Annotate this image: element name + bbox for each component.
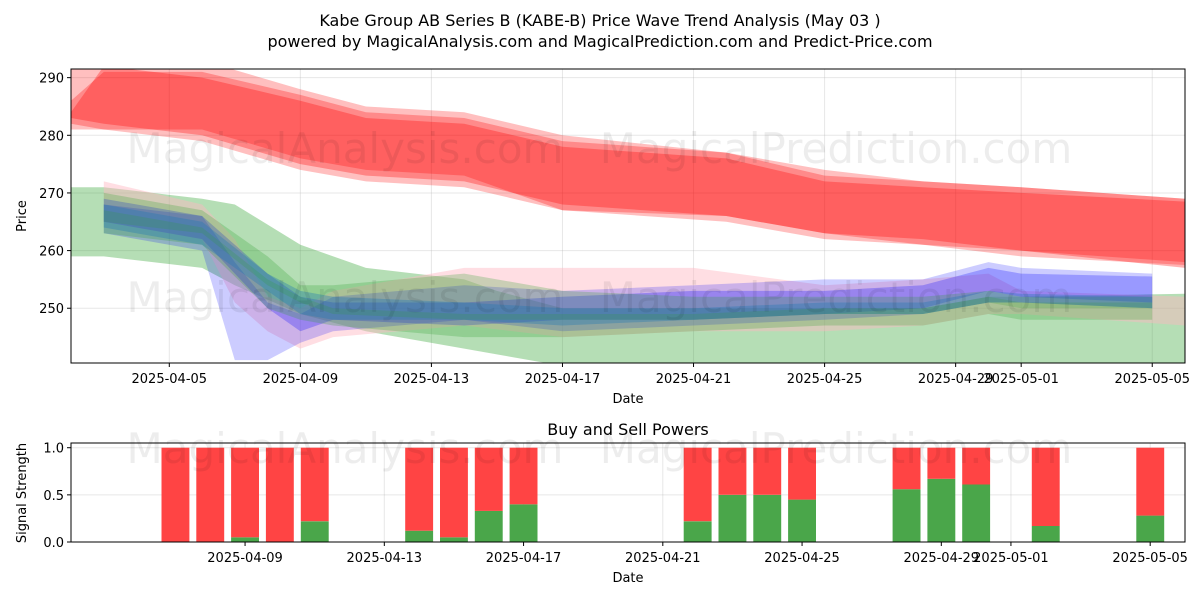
signal-x-tick-label: 2025-05-05 (1112, 551, 1188, 566)
price-y-axis-label: Price (15, 200, 30, 232)
signal-x-tick-label: 2025-04-29 (904, 551, 980, 566)
signal-panel: Buy and Sell Powers MagicalAnalysis.com … (15, 420, 1188, 586)
signal-y-tick-label: 0.0 (43, 536, 64, 551)
price-x-tick-label: 2025-05-01 (983, 372, 1059, 387)
chart-title: Kabe Group AB Series B (KABE-B) Price Wa… (319, 11, 880, 30)
buy-bar (927, 478, 956, 542)
signal-x-tick-label: 2025-04-09 (207, 551, 283, 566)
chart-subtitle: powered by MagicalAnalysis.com and Magic… (267, 32, 932, 51)
price-x-tick-label: 2025-04-21 (656, 372, 732, 387)
signal-x-tick-label: 2025-04-21 (625, 551, 701, 566)
signal-x-axis-label: Date (612, 571, 643, 586)
signal-y-tick-label: 1.0 (43, 442, 64, 457)
price-y-ticks: 250 260 270 280 290 (39, 72, 71, 317)
buy-bar (1136, 515, 1165, 542)
price-band-3 (71, 187, 1185, 363)
sell-bar (683, 447, 712, 522)
price-x-tick-label: 2025-04-25 (787, 372, 863, 387)
sell-bar (718, 447, 747, 495)
sell-bar (231, 447, 259, 538)
watermark-analysis-mid: MagicalAnalysis.com (127, 273, 564, 322)
price-band-7 (103, 192, 1153, 338)
sell-bar (300, 447, 329, 522)
buy-bar (1031, 526, 1060, 542)
sell-bar (788, 447, 816, 500)
signal-x-tick-label: 2025-04-17 (486, 551, 562, 566)
price-band-6 (103, 198, 1153, 332)
price-x-ticks: 2025-04-05 2025-04-09 2025-04-13 2025-04-17… (132, 363, 1190, 387)
buy-bar (405, 530, 434, 542)
price-y-tick-label: 260 (39, 245, 64, 260)
sell-bar (1136, 447, 1165, 516)
buy-bar (788, 499, 816, 542)
price-x-tick-label: 2025-04-29 (918, 372, 994, 387)
buy-bar (231, 537, 259, 542)
sell-bar (1031, 447, 1060, 526)
signal-axes-frame (70, 442, 1186, 543)
sell-bar (892, 447, 921, 490)
price-grid (71, 69, 1185, 363)
sell-bar (474, 447, 503, 511)
signal-x-ticks: 2025-04-09 2025-04-13 2025-04-17 2025-04-21… (207, 542, 1188, 566)
sell-bar (927, 447, 956, 479)
buy-bar (474, 510, 503, 542)
price-bands (71, 69, 1185, 363)
watermark-prediction-top: MagicalPrediction.com (600, 124, 1073, 173)
price-band-5 (103, 204, 1153, 361)
sell-bar (265, 447, 294, 542)
price-band-2 (71, 71, 1185, 263)
price-band-0 (71, 69, 1185, 265)
price-axes-frame (70, 68, 1186, 364)
signal-x-tick-label: 2025-04-25 (764, 551, 840, 566)
buy-bar (753, 494, 782, 542)
sell-bar (440, 447, 468, 538)
price-y-tick-label: 280 (39, 129, 64, 144)
price-x-tick-label: 2025-04-09 (263, 372, 339, 387)
buy-bar (300, 521, 329, 542)
sell-bar (405, 447, 434, 531)
watermark-prediction-mid: MagicalPrediction.com (600, 273, 1073, 322)
sell-bar (962, 447, 991, 485)
buy-bar (892, 489, 921, 542)
price-band-4 (103, 181, 1185, 349)
buy-bar (509, 504, 538, 542)
watermark-prediction-bottom: MagicalPrediction.com (600, 424, 1073, 473)
signal-bars (161, 447, 1165, 542)
watermark-analysis-top: MagicalAnalysis.com (127, 124, 564, 173)
sell-bar (196, 447, 225, 542)
watermark-analysis-bottom: MagicalAnalysis.com (127, 424, 564, 473)
sell-bar (509, 447, 538, 505)
price-panel: MagicalAnalysis.com MagicalPrediction.co… (15, 68, 1190, 407)
buy-bar (962, 484, 991, 542)
price-x-tick-label: 2025-04-17 (525, 372, 601, 387)
price-y-tick-label: 270 (39, 187, 64, 202)
price-x-axis-label: Date (612, 392, 643, 407)
signal-chart-title: Buy and Sell Powers (547, 420, 709, 439)
buy-bar (683, 521, 712, 542)
price-y-tick-label: 250 (39, 302, 64, 317)
buy-bar (440, 537, 468, 542)
sell-bar (753, 447, 782, 495)
price-y-tick-label: 290 (39, 72, 64, 87)
sell-bar (161, 447, 190, 542)
price-x-tick-label: 2025-05-05 (1114, 372, 1190, 387)
signal-y-tick-label: 0.5 (43, 489, 64, 504)
signal-x-tick-label: 2025-05-01 (973, 551, 1049, 566)
signal-y-ticks: 0.0 0.5 1.0 (43, 442, 71, 551)
buy-bar (718, 494, 747, 542)
price-band-1 (71, 69, 1185, 268)
price-x-tick-label: 2025-04-05 (132, 372, 208, 387)
signal-y-axis-label: Signal Strength (15, 443, 30, 543)
price-x-tick-label: 2025-04-13 (394, 372, 470, 387)
signal-x-tick-label: 2025-04-13 (347, 551, 423, 566)
